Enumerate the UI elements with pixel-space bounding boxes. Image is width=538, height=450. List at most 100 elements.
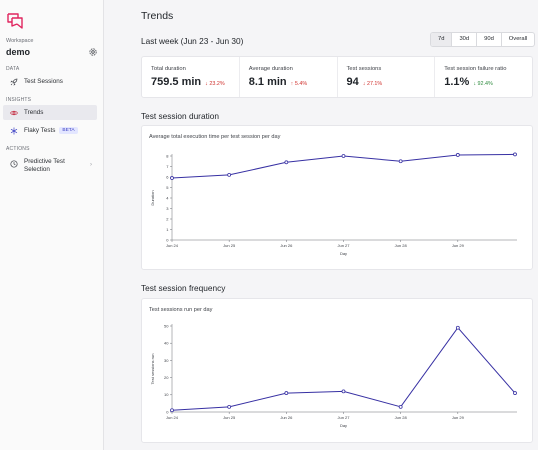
y-tick-label: 2 bbox=[166, 216, 169, 221]
x-tick-label: Jun 29 bbox=[452, 243, 465, 248]
stat-average-duration: Average duration 8.1 min ↑ 5.4% bbox=[240, 57, 338, 97]
stat-delta: ↓ 92.4% bbox=[473, 81, 493, 87]
beta-badge: BETA bbox=[59, 127, 78, 134]
stats-panel: Total duration 759.5 min ↓ 23.2% Average … bbox=[141, 56, 533, 98]
stat-label: Test session failure ratio bbox=[444, 66, 507, 72]
sidebar: Workspace demo DATA Test Sessions INSIGH… bbox=[0, 0, 104, 450]
sidebar-item-flaky-tests[interactable]: Flaky Tests BETA bbox=[3, 123, 97, 138]
stat-total-duration: Total duration 759.5 min ↓ 23.2% bbox=[142, 57, 240, 97]
x-tick-label: Jun 27 bbox=[337, 243, 350, 248]
sidebar-item-test-sessions[interactable]: Test Sessions bbox=[3, 74, 97, 89]
workspace-selector[interactable]: demo bbox=[6, 45, 98, 59]
stat-value: 94 bbox=[346, 76, 359, 88]
x-axis-label: Day bbox=[340, 423, 347, 428]
stat-test-sessions: Test sessions 94 ↓ 27.1% bbox=[338, 57, 436, 97]
x-tick-label: Jun 26 bbox=[280, 415, 293, 420]
section-label-insights: INSIGHTS bbox=[6, 97, 32, 103]
frequency-chart-card: Test sessions run per day 0 10 20 30 40 50 Jun… bbox=[141, 298, 533, 443]
eye-icon bbox=[10, 110, 18, 115]
stat-failure-ratio: Test session failure ratio 1.1% ↓ 92.4% bbox=[435, 57, 532, 97]
range-option-overall[interactable]: Overall bbox=[508, 36, 528, 42]
stat-delta: ↑ 5.4% bbox=[290, 81, 308, 87]
stat-delta: ↓ 23.2% bbox=[205, 81, 225, 87]
data-point bbox=[227, 404, 232, 409]
stat-label: Test sessions bbox=[346, 66, 382, 72]
range-title: Last week (Jun 23 - Jun 30) bbox=[141, 36, 244, 46]
data-point bbox=[455, 325, 460, 330]
section-label-actions: ACTIONS bbox=[6, 146, 30, 152]
data-point bbox=[170, 408, 174, 413]
data-point bbox=[227, 173, 232, 177]
y-tick-label: 4 bbox=[166, 195, 169, 200]
sidebar-item-label: Predictive Test Selection bbox=[24, 158, 65, 173]
sidebar-item-trends[interactable]: Trends bbox=[3, 105, 97, 120]
y-tick-label: 30 bbox=[164, 358, 169, 363]
data-point bbox=[513, 391, 517, 395]
page-title: Trends bbox=[141, 10, 174, 22]
data-point bbox=[341, 389, 346, 394]
main-content: Trends Last week (Jun 23 - Jun 30) 7d 30… bbox=[105, 0, 538, 450]
y-tick-label: 20 bbox=[164, 375, 169, 380]
data-point bbox=[284, 391, 289, 395]
stat-delta: ↓ 27.1% bbox=[362, 81, 383, 87]
workspace-name: demo bbox=[6, 47, 31, 57]
x-tick-label: Jun 25 bbox=[223, 415, 236, 420]
data-point bbox=[513, 152, 517, 157]
snowflake-icon bbox=[10, 127, 18, 134]
y-tick-label: 0 bbox=[166, 409, 169, 414]
duration-chart-card: Average total execution time per test se… bbox=[141, 125, 533, 270]
gear-icon[interactable] bbox=[88, 47, 98, 57]
data-point bbox=[284, 160, 289, 165]
x-tick-label: Jun 26 bbox=[280, 243, 293, 248]
x-tick-label: Jun 29 bbox=[452, 415, 465, 420]
y-tick-label: 3 bbox=[166, 206, 169, 211]
x-tick-label: Jun 25 bbox=[223, 243, 236, 248]
sidebar-item-predictive-test-selection[interactable]: Predictive Test Selection › bbox=[3, 155, 97, 177]
duration-section-title: Test session duration bbox=[141, 111, 219, 121]
series-line bbox=[171, 153, 516, 179]
duration-chart: 0 1 2 3 4 5 6 7 8 Jun 24 Jun 25 Jun 26 Jun 27 Jun 28 J… bbox=[150, 152, 517, 256]
logo-icon[interactable] bbox=[6, 12, 24, 30]
range-selector: 7d 30d 90d Overall bbox=[430, 32, 536, 47]
stat-value: 8.1 min bbox=[248, 76, 287, 88]
y-tick-label: 6 bbox=[166, 174, 169, 179]
y-tick-label: 50 bbox=[164, 323, 169, 328]
y-tick-label: 40 bbox=[164, 341, 169, 346]
range-option-90d[interactable]: 90d bbox=[477, 33, 502, 46]
stat-value: 1.1% bbox=[444, 76, 470, 88]
stat-label: Average duration bbox=[248, 66, 293, 72]
sidebar-item-label: Trends bbox=[24, 109, 44, 116]
range-option-7d[interactable]: 7d bbox=[431, 33, 453, 46]
y-tick-label: 0 bbox=[166, 237, 169, 242]
rocket-icon bbox=[10, 78, 18, 86]
chart-title: Average total execution time per test se… bbox=[149, 134, 281, 140]
y-tick-label: 1 bbox=[166, 227, 169, 232]
x-tick-label: Jun 24 bbox=[166, 243, 179, 248]
clock-icon bbox=[10, 160, 18, 168]
frequency-chart: 0 10 20 30 40 50 Jun 24 Jun 25 Jun 26 Jun 27 Jun 2… bbox=[150, 323, 517, 428]
x-tick-label: Jun 24 bbox=[166, 415, 179, 420]
y-tick-label: 8 bbox=[166, 153, 169, 158]
data-point bbox=[341, 154, 346, 158]
chevron-right-icon: › bbox=[90, 162, 92, 168]
workspace-label: Workspace bbox=[6, 38, 34, 44]
y-tick-label: 7 bbox=[166, 164, 169, 169]
x-tick-label: Jun 27 bbox=[337, 415, 350, 420]
y-axis-label: Test sessions run bbox=[150, 354, 155, 385]
section-label-data: DATA bbox=[6, 66, 20, 72]
stat-value: 759.5 min bbox=[151, 76, 202, 88]
stat-label: Total duration bbox=[151, 66, 186, 72]
sidebar-item-label: Flaky Tests bbox=[24, 127, 56, 134]
frequency-section-title: Test session frequency bbox=[141, 283, 226, 293]
series-line bbox=[171, 326, 516, 411]
x-tick-label: Jun 28 bbox=[395, 415, 408, 420]
range-option-30d[interactable]: 30d bbox=[452, 33, 478, 46]
data-point bbox=[170, 176, 174, 180]
y-tick-label: 10 bbox=[164, 392, 169, 397]
sidebar-item-label: Test Sessions bbox=[24, 78, 63, 85]
y-axis-label: Duration bbox=[150, 190, 155, 205]
y-tick-label: 5 bbox=[166, 185, 169, 190]
x-tick-label: Jun 28 bbox=[395, 243, 408, 248]
data-point bbox=[455, 153, 460, 157]
chart-title: Test sessions run per day bbox=[149, 307, 213, 313]
